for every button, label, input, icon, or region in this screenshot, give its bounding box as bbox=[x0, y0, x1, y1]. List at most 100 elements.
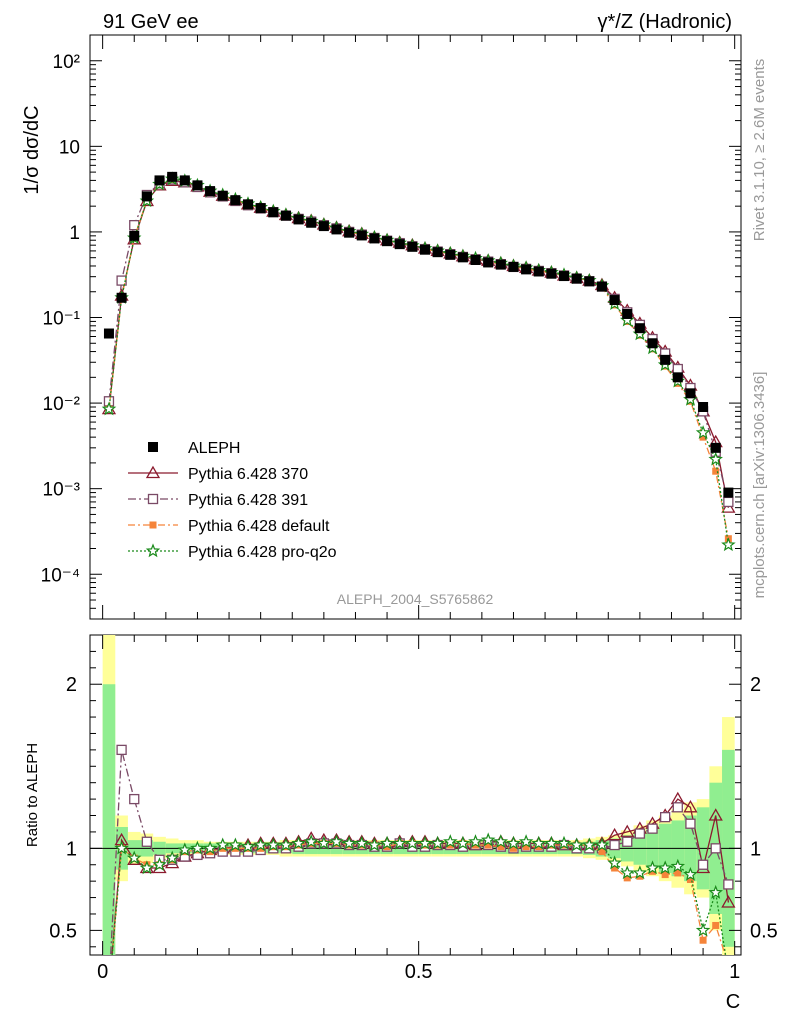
main-series-line bbox=[108, 178, 730, 545]
main-y-tick-label: 10⁻⁴ bbox=[41, 565, 80, 586]
ratio-y-tick-label-right: 0.5 bbox=[750, 920, 778, 942]
ratio-series-3 bbox=[111, 832, 727, 955]
ratio-data-point bbox=[430, 835, 445, 850]
main-data-point bbox=[445, 249, 456, 260]
ratio-data-point bbox=[634, 828, 646, 839]
ratio-data-point bbox=[531, 835, 547, 850]
ratio-data-point bbox=[139, 860, 155, 875]
ratio-data-point bbox=[607, 827, 622, 841]
x-tick-label: 1 bbox=[729, 961, 740, 983]
main-y-tick-label: 1 bbox=[69, 223, 80, 244]
main-series-0 bbox=[103, 171, 734, 498]
ratio-data-point bbox=[417, 835, 433, 850]
ratio-data-point bbox=[594, 837, 610, 852]
main-data-point bbox=[179, 175, 190, 186]
ratio-data-point bbox=[556, 835, 572, 850]
ratio-data-point bbox=[636, 872, 644, 880]
ratio-data-point bbox=[674, 869, 682, 877]
main-data-point bbox=[457, 252, 468, 263]
legend-label: Pythia 6.428 pro-q2o bbox=[188, 544, 337, 561]
main-data-point bbox=[344, 227, 355, 238]
main-data-point bbox=[116, 275, 127, 286]
main-data-point bbox=[331, 224, 342, 235]
main-data-point bbox=[255, 203, 266, 214]
ratio-data-point bbox=[114, 840, 129, 855]
ratio-data-point bbox=[316, 835, 332, 850]
ratio-data-point bbox=[708, 808, 723, 821]
ratio-data-point bbox=[660, 812, 671, 823]
ratio-data-point bbox=[278, 837, 294, 852]
main-y-tick-label: 10⁻² bbox=[43, 394, 81, 415]
ratio-data-point bbox=[443, 834, 458, 848]
main-data-point bbox=[647, 338, 658, 349]
header-right: γ*/Z (Hadronic) bbox=[598, 11, 732, 33]
ratio-data-point bbox=[695, 922, 711, 937]
ratio-data-point bbox=[392, 835, 407, 850]
ratio-data-point bbox=[622, 836, 633, 847]
ratio-data-point bbox=[202, 840, 218, 855]
main-data-point bbox=[634, 323, 645, 334]
ratio-data-point bbox=[116, 744, 127, 756]
ratio-data-point bbox=[611, 864, 619, 872]
ratio-data-point bbox=[686, 876, 694, 884]
ratio-data-point bbox=[506, 835, 521, 850]
ratio-data-point bbox=[619, 865, 635, 880]
x-tick-label: 0.5 bbox=[405, 961, 433, 983]
ratio-data-point bbox=[661, 871, 669, 879]
ratio-data-point bbox=[367, 837, 382, 852]
main-data-point bbox=[318, 221, 329, 232]
ratio-data-point bbox=[609, 839, 620, 851]
main-series-line bbox=[108, 178, 730, 539]
header-left: 91 GeV ee bbox=[103, 11, 199, 33]
ratio-data-point bbox=[607, 855, 622, 870]
main-data-point bbox=[293, 214, 304, 225]
ratio-data-point bbox=[670, 858, 686, 873]
legend-label: Pythia 6.428 default bbox=[188, 518, 330, 535]
ratio-data-point bbox=[141, 836, 153, 847]
main-data-point bbox=[596, 281, 607, 292]
main-data-point bbox=[723, 487, 734, 498]
main-data-point bbox=[103, 328, 114, 339]
analysis-id-label: ALEPH_2004_S5765862 bbox=[337, 591, 494, 607]
main-data-point bbox=[141, 191, 152, 202]
main-data-point bbox=[280, 210, 291, 221]
ratio-data-point bbox=[697, 859, 709, 870]
ratio-data-point bbox=[582, 837, 597, 852]
main-data-point bbox=[116, 292, 127, 303]
ratio-data-point bbox=[518, 834, 534, 848]
ratio-data-point bbox=[712, 921, 720, 929]
main-data-point bbox=[571, 273, 582, 284]
main-data-point bbox=[672, 363, 683, 375]
ratio-data-point bbox=[685, 818, 696, 829]
main-data-point bbox=[243, 199, 254, 210]
ratio-data-point bbox=[480, 832, 496, 847]
legend-label: ALEPH bbox=[188, 440, 240, 457]
ratio-y-axis-label: Ratio to ALEPH bbox=[24, 743, 41, 847]
main-y-tick-label: 10⁻¹ bbox=[43, 309, 81, 330]
ratio-data-point bbox=[129, 793, 140, 805]
main-data-point bbox=[192, 180, 203, 191]
main-data-point bbox=[356, 230, 367, 241]
main-data-point bbox=[721, 537, 736, 552]
ratio-data-point bbox=[620, 824, 635, 838]
ratio-data-point bbox=[699, 936, 707, 944]
ratio-data-point bbox=[645, 860, 660, 875]
main-data-point bbox=[698, 402, 709, 413]
legend: ALEPH Pythia 6.428 370 Pythia 6.428 391 Pyt… bbox=[128, 440, 337, 561]
main-data-point bbox=[533, 266, 544, 277]
ratio-data-point bbox=[341, 835, 357, 850]
main-data-point bbox=[369, 233, 380, 244]
main-data-point bbox=[230, 195, 241, 206]
ratio-data-point bbox=[672, 802, 683, 813]
ratio-data-point bbox=[303, 834, 319, 848]
ratio-data-point bbox=[291, 835, 306, 850]
axis-tick-labels: 10⁻⁴ 10⁻³ 10⁻² 10⁻¹ 1 10 10² 0.5 0.5 1 1 2 2 0 0.5 1 bbox=[41, 52, 778, 983]
main-plot-frame bbox=[89, 34, 742, 620]
ratio-data-point bbox=[455, 835, 471, 850]
ratio-data-point bbox=[544, 835, 559, 850]
main-data-point bbox=[708, 451, 723, 466]
main-data-point bbox=[394, 239, 405, 250]
ratio-data-point bbox=[647, 823, 658, 834]
ratio-data-point bbox=[240, 839, 256, 853]
main-data-point bbox=[470, 254, 481, 265]
